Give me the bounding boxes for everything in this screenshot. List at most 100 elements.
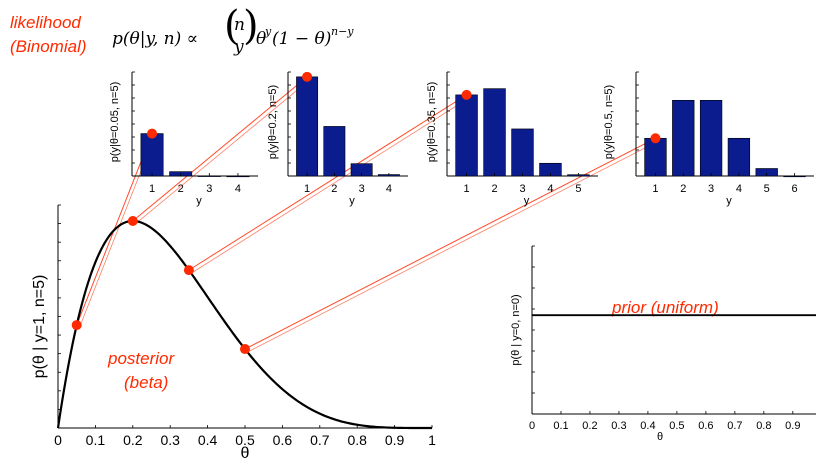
bar-highlight-point: [147, 128, 158, 139]
x-tick-label: 1: [304, 183, 310, 195]
connector-line: [132, 76, 308, 222]
likelihood-bar-chart-theta-05: 1 2 3 4 5 6 y p(y|θ=0.5, n=5): [603, 71, 814, 207]
x-tick-label: 4: [547, 183, 553, 195]
connector-line: [191, 97, 470, 274]
bar-2: [483, 88, 506, 177]
x-tick-label: 0.3: [160, 432, 180, 448]
x-tick-label: 0.7: [310, 432, 330, 448]
posterior-curve: [56, 219, 432, 430]
prior-chart: 0 0.1 0.2 0.3 0.4 0.5 0.6 0.7 0.8 0.9 θ p(θ | y=0, …: [510, 245, 816, 443]
formula-one-minus-theta: (1 − θ): [272, 29, 331, 49]
posterior-chart: 0 0.1 0.2 0.3 0.4 0.5 0.6 0.7 0.8 0.9 1 θ p(θ | y=1,…: [31, 204, 436, 459]
bar-highlight-point: [302, 71, 313, 82]
posterior-highlight-point: [240, 344, 250, 355]
bar-1: [455, 94, 478, 177]
bar-2: [672, 99, 695, 177]
x-axis-label: y: [524, 195, 530, 207]
x-tick-label: 0.8: [347, 432, 367, 448]
bar-1: [644, 137, 667, 177]
x-tick-label: 5: [764, 183, 770, 195]
y-axis-label: p(y|θ=0.5, n=5): [603, 85, 615, 159]
bar-highlight-point: [650, 133, 661, 144]
x-tick-label: 0.6: [273, 432, 293, 448]
binomial-label: (Binomial): [10, 37, 87, 56]
x-tick-label: 2: [491, 183, 497, 195]
posterior-highlight-point: [183, 265, 194, 276]
bar-3: [511, 128, 534, 177]
x-tick-label: 0.9: [785, 420, 800, 432]
likelihood-label: likelihood: [10, 13, 81, 32]
formula-exp2: n−y: [331, 25, 354, 38]
bar-4: [727, 137, 751, 177]
x-axis-label: y: [726, 195, 732, 207]
bar-highlight-point: [461, 89, 472, 100]
x-axis-label: y: [196, 195, 202, 207]
bar-4: [226, 175, 250, 178]
x-tick-label: 0.4: [198, 432, 218, 448]
x-tick-label: 0.2: [582, 420, 597, 432]
x-axis-label: y: [349, 195, 355, 207]
x-tick-label: 1: [428, 432, 436, 448]
bar-1: [140, 133, 164, 177]
beta-label: (beta): [124, 373, 168, 392]
x-tick-label: 0: [529, 420, 535, 432]
x-tick-label: 5: [575, 183, 581, 195]
x-tick-label: 0.1: [553, 420, 568, 432]
x-tick-label: 4: [736, 183, 742, 195]
x-tick-label: 1: [464, 183, 470, 195]
x-tick-label: 0.5: [669, 420, 684, 432]
likelihood-bar-chart-theta-005: 1 2 3 4 y p(y|θ=0.05, n=5): [109, 71, 258, 207]
connector-line: [188, 94, 467, 271]
y-axis-label: p(y|θ=0.35, n=5): [426, 82, 438, 163]
bar-2: [323, 126, 346, 177]
y-axis-label: p(y|θ=0.2, n=5): [267, 85, 279, 159]
x-tick-label: 0.2: [123, 432, 143, 448]
likelihood-bar-chart-theta-02: 1 2 3 4 y p(y|θ=0.2, n=5): [267, 71, 408, 207]
bar-6: [783, 175, 806, 178]
x-tick-label: 6: [791, 183, 797, 195]
x-tick-label: 3: [206, 183, 212, 195]
x-tick-label: 0.3: [611, 420, 626, 432]
formula: p(θ|y, n) ∝ ( n y ) θ y (1 − θ) n−y: [112, 3, 354, 57]
formula-theta-exp: y: [264, 25, 272, 38]
x-tick-label: 0.7: [727, 420, 742, 432]
formula-theta: θ: [256, 29, 266, 49]
formula-lhs: p(θ|y, n) ∝: [112, 29, 198, 49]
x-tick-label: 0.4: [640, 420, 655, 432]
connector-line: [244, 137, 656, 350]
formula-paren-right: ): [243, 3, 259, 49]
x-tick-label: 1: [652, 183, 658, 195]
posterior-highlight-point: [127, 215, 138, 226]
x-tick-label: 2: [331, 183, 337, 195]
y-axis-label: p(y|θ=0.05, n=5): [109, 82, 121, 163]
x-axis-label: θ: [657, 431, 663, 443]
x-axis-label: θ: [241, 445, 250, 459]
x-tick-label: 0.1: [86, 432, 106, 448]
x-tick-label: 0.5: [235, 432, 255, 448]
posterior-highlight-point: [71, 320, 82, 331]
x-tick-label: 0.6: [698, 420, 713, 432]
x-tick-label: 0.9: [385, 432, 405, 448]
highlight-points: [71, 71, 661, 355]
posterior-label: posterior: [107, 349, 175, 368]
x-tick-label: 0.8: [756, 420, 771, 432]
y-axis-label: p(θ | y=0, n=0): [510, 294, 522, 365]
x-tick-label: 2: [680, 183, 686, 195]
x-tick-label: 2: [178, 183, 184, 195]
x-tick-label: 3: [519, 183, 525, 195]
formula-binom-bottom: y: [233, 37, 244, 57]
x-tick-label: 4: [386, 183, 392, 195]
connector-lines: [76, 76, 659, 353]
connector-line: [135, 79, 310, 225]
formula-binom-top: n: [234, 15, 245, 35]
x-tick-label: 0: [54, 432, 62, 448]
bar-1: [296, 76, 319, 177]
x-tick-label: 1: [149, 183, 155, 195]
bar-3: [699, 99, 723, 177]
likelihood-bar-chart-theta-035: 1 2 3 4 5 y p(y|θ=0.35, n=5): [426, 71, 598, 207]
x-tick-label: 3: [359, 183, 365, 195]
prior-label: prior (uniform): [611, 298, 719, 317]
formula-paren-left: (: [224, 3, 240, 49]
x-tick-label: 4: [235, 183, 241, 195]
